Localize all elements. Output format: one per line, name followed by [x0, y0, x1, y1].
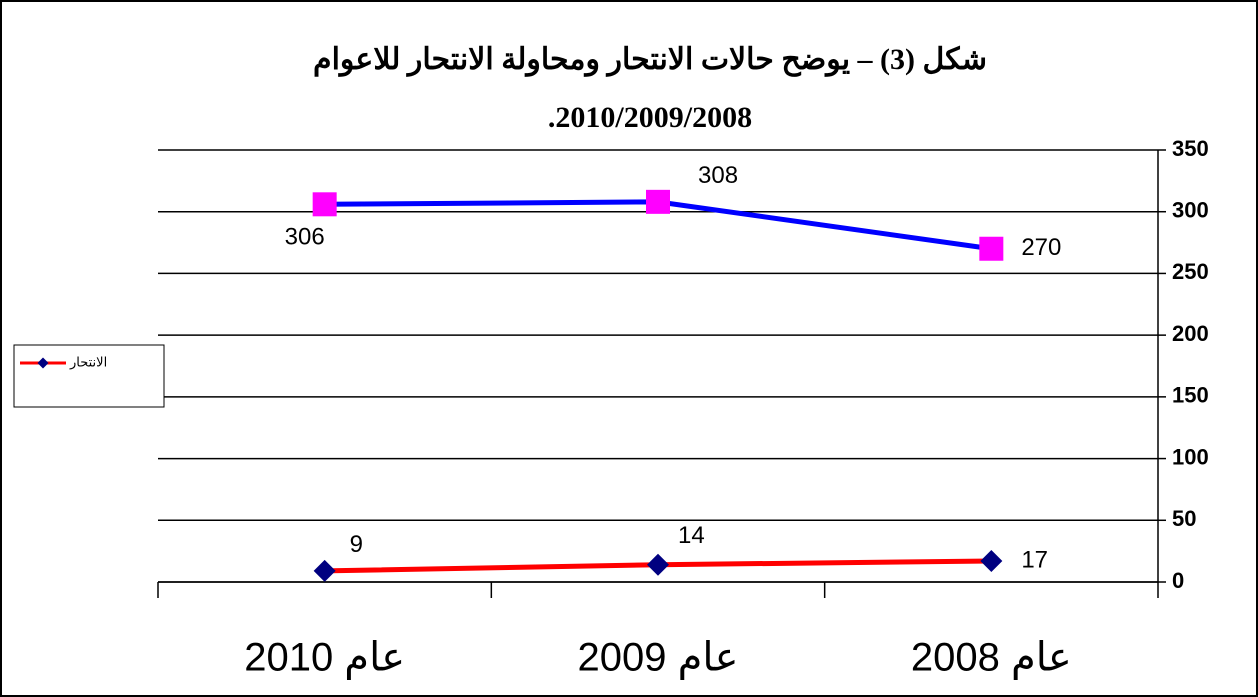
data-label: 306	[285, 224, 325, 251]
y-tick-label: 200	[1172, 321, 1209, 346]
y-tick-label: 50	[1172, 506, 1196, 531]
data-label: 270	[1021, 234, 1061, 261]
x-tick-label: عام 2009	[578, 636, 739, 681]
chart-title: 2010/2009/2008.	[548, 101, 752, 134]
y-tick-label: 350	[1172, 136, 1209, 161]
point-marker	[647, 553, 669, 576]
point-marker	[313, 559, 336, 582]
x-tick-label: عام 2010	[244, 636, 405, 681]
x-tick-label: عام 2008	[911, 636, 1072, 681]
point-marker	[979, 236, 1004, 261]
point-marker	[646, 189, 670, 214]
y-tick-label: 300	[1172, 198, 1209, 223]
legend-label: الانتحار	[69, 354, 107, 370]
point-marker	[312, 192, 337, 217]
y-tick-label: 150	[1172, 383, 1209, 408]
y-tick-label: 250	[1172, 259, 1209, 284]
legend-box	[13, 344, 165, 408]
legend-marker	[37, 357, 49, 369]
data-label: 9	[350, 531, 363, 558]
data-label: 308	[698, 162, 738, 189]
chart-title: شكل (3) – يوضح حالات الانتحار ومحاولة ال…	[313, 43, 987, 77]
point-marker	[980, 550, 1003, 573]
y-tick-label: 100	[1172, 444, 1209, 469]
data-label: 14	[678, 522, 705, 549]
data-label: 17	[1021, 546, 1048, 573]
y-tick-label: 0	[1172, 568, 1184, 593]
